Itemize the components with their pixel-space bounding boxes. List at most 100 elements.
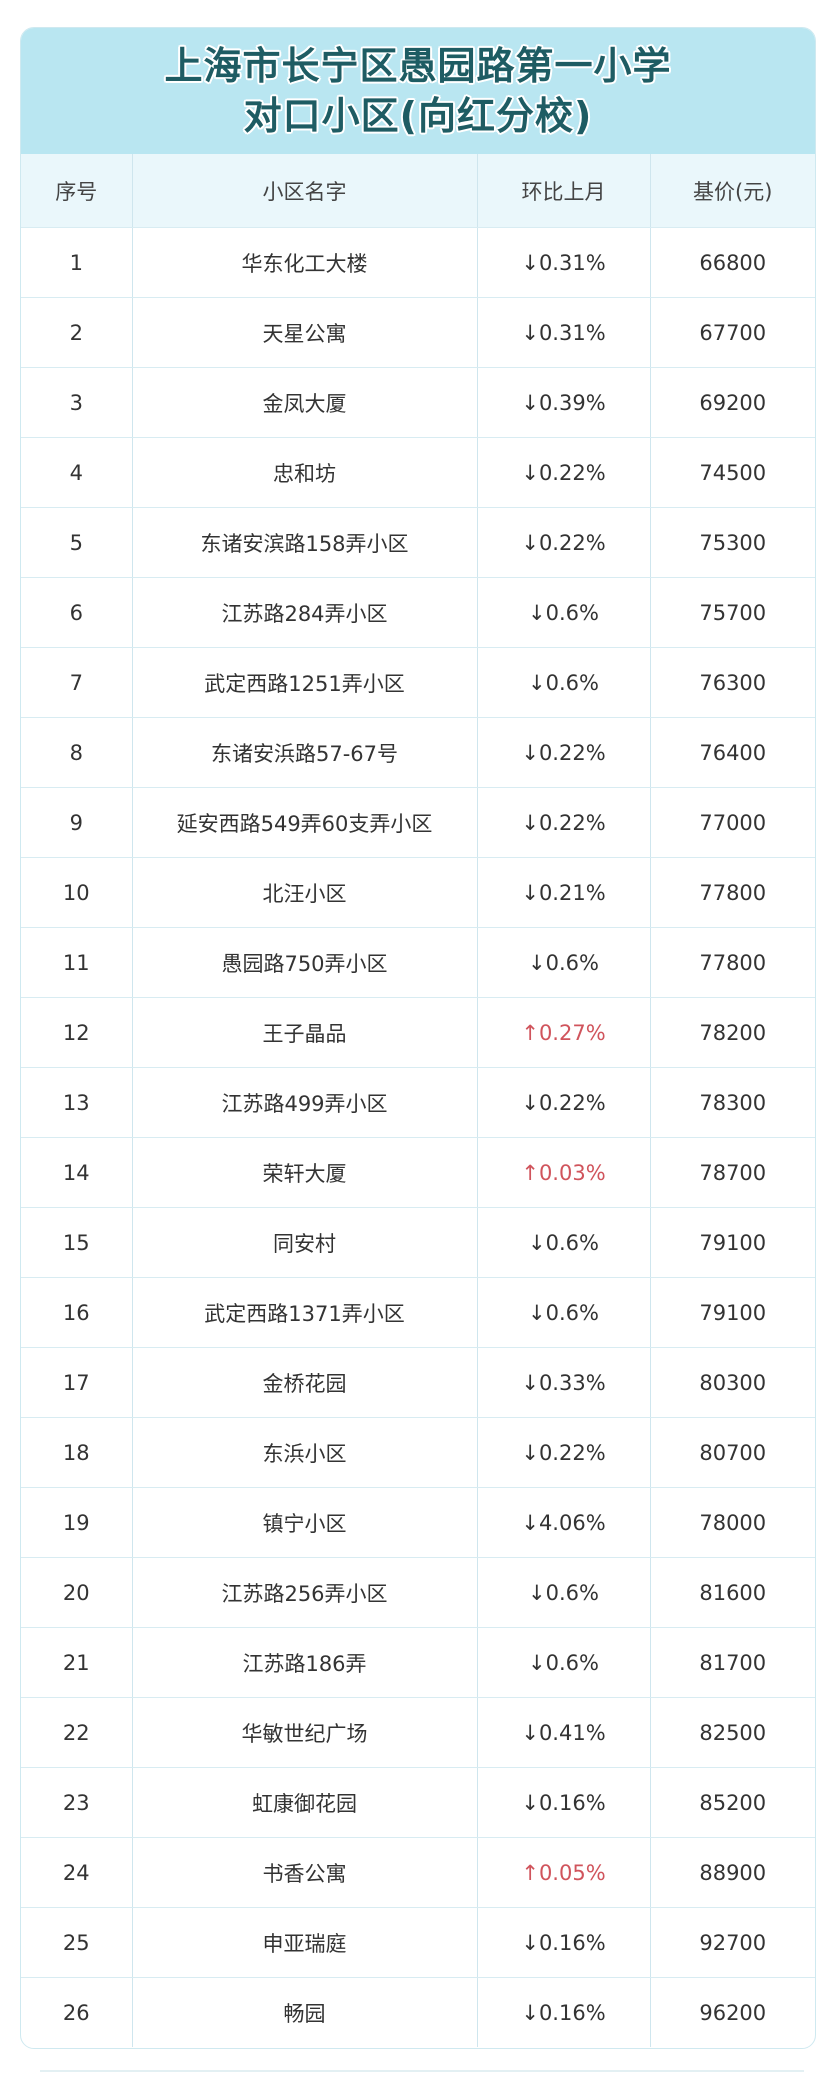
table-row: 14 荣轩大厦 ↑0.03% 78700 (21, 1137, 815, 1208)
cell-name: 王子晶品 (132, 997, 478, 1068)
table-row: 23 虹康御花园 ↓0.16% 85200 (21, 1767, 815, 1838)
cell-no: 3 (21, 367, 133, 438)
cell-no: 7 (21, 647, 133, 718)
cell-change: ↑0.05% (477, 1837, 651, 1908)
cell-name: 东诸安滨路158弄小区 (132, 507, 478, 578)
cell-price: 78000 (650, 1487, 815, 1558)
table-row: 3 金凤大厦 ↓0.39% 69200 (21, 367, 815, 438)
cell-change: ↓0.16% (477, 1977, 651, 2047)
table-row: 11 愚园路750弄小区 ↓0.6% 77800 (21, 927, 815, 998)
cell-price: 79100 (650, 1207, 815, 1278)
cell-name: 华敏世纪广场 (132, 1697, 478, 1768)
cell-change: ↓0.22% (477, 717, 651, 788)
divider (40, 2070, 804, 2072)
cell-change: ↓0.41% (477, 1697, 651, 1768)
cell-no: 12 (21, 997, 133, 1068)
table-row: 17 金桥花园 ↓0.33% 80300 (21, 1347, 815, 1418)
cell-name: 江苏路499弄小区 (132, 1067, 478, 1138)
cell-no: 9 (21, 787, 133, 858)
cell-no: 6 (21, 577, 133, 648)
cell-name: 武定西路1251弄小区 (132, 647, 478, 718)
cell-change: ↓0.22% (477, 1067, 651, 1138)
cell-no: 2 (21, 297, 133, 368)
cell-price: 78300 (650, 1067, 815, 1138)
cell-no: 14 (21, 1137, 133, 1208)
cell-change: ↓0.16% (477, 1907, 651, 1978)
cell-name: 东诸安浜路57-67号 (132, 717, 478, 788)
table-row: 4 忠和坊 ↓0.22% 74500 (21, 437, 815, 508)
table-header-row: 序号 小区名字 环比上月 基价(元) (21, 154, 815, 228)
cell-change: ↓0.22% (477, 1417, 651, 1488)
cell-price: 80700 (650, 1417, 815, 1488)
table-row: 16 武定西路1371弄小区 ↓0.6% 79100 (21, 1277, 815, 1348)
cell-change: ↓0.31% (477, 297, 651, 368)
cell-price: 80300 (650, 1347, 815, 1418)
cell-name: 天星公寓 (132, 297, 478, 368)
table-row: 1 华东化工大楼 ↓0.31% 66800 (21, 227, 815, 298)
cell-price: 75700 (650, 577, 815, 648)
cell-change: ↓0.39% (477, 367, 651, 438)
cell-price: 81600 (650, 1557, 815, 1628)
header-no: 序号 (21, 154, 133, 228)
cell-change: ↓0.6% (477, 577, 651, 648)
cell-price: 96200 (699, 2000, 767, 2025)
table-row: 25 申亚瑞庭 ↓0.16% 92700 (21, 1907, 815, 1978)
table-row: 6 江苏路284弄小区 ↓0.6% 75700 (21, 577, 815, 648)
table-row: 2 天星公寓 ↓0.31% 67700 (21, 297, 815, 368)
cell-no: 8 (21, 717, 133, 788)
cell-change: ↓0.6% (477, 1557, 651, 1628)
cell-name: 书香公寓 (132, 1837, 478, 1908)
table-row: 21 江苏路186弄 ↓0.6% 81700 (21, 1627, 815, 1698)
cell-no: 15 (21, 1207, 133, 1278)
cell-price: 77000 (650, 787, 815, 858)
cell-change: ↓0.22% (477, 787, 651, 858)
cell-no: 24 (21, 1837, 133, 1908)
cell-name: 江苏路284弄小区 (132, 577, 478, 648)
cell-price: 76400 (650, 717, 815, 788)
table-row: 10 北汪小区 ↓0.21% 77800 (21, 857, 815, 928)
table-row: 20 江苏路256弄小区 ↓0.6% 81600 (21, 1557, 815, 1628)
table-title: 上海市长宁区愚园路第一小学 对口小区(向红分校) (21, 28, 815, 154)
table-row: 7 武定西路1251弄小区 ↓0.6% 76300 (21, 647, 815, 718)
price-table: 序号 小区名字 环比上月 基价(元) 1 华东化工大楼 ↓0.31% 66800 2 天星… (21, 154, 815, 2047)
cell-no: 20 (21, 1557, 133, 1628)
cell-change: ↓0.6% (477, 647, 651, 718)
table-row: 12 王子晶品 ↑0.27% 78200 (21, 997, 815, 1068)
header-price: 基价(元) (650, 154, 815, 228)
cell-price: 66800 (650, 227, 815, 298)
cell-change: ↑0.03% (477, 1137, 651, 1208)
cell-no: 17 (21, 1347, 133, 1418)
cell-price: 67700 (650, 297, 815, 368)
cell-change: ↓0.6% (477, 1277, 651, 1348)
cell-name: 忠和坊 (132, 437, 478, 508)
cell-name: 申亚瑞庭 (132, 1907, 478, 1978)
cell-change: ↓0.22% (477, 507, 651, 578)
cell-name: 金桥花园 (132, 1347, 478, 1418)
cell-price: 78700 (650, 1137, 815, 1208)
table-row: 15 同安村 ↓0.6% 79100 (21, 1207, 815, 1278)
cell-price: 75300 (650, 507, 815, 578)
cell-change: ↓0.22% (477, 437, 651, 508)
table-row: 8 东诸安浜路57-67号 ↓0.22% 76400 (21, 717, 815, 788)
cell-no: 5 (21, 507, 133, 578)
cell-no: 22 (21, 1697, 133, 1768)
cell-price: 76300 (650, 647, 815, 718)
cell-price: 69200 (650, 367, 815, 438)
cell-no: 1 (21, 227, 133, 298)
cell-change: ↓0.6% (477, 927, 651, 998)
cell-no: 21 (21, 1627, 133, 1698)
cell-name: 华东化工大楼 (132, 227, 478, 298)
cell-name: 镇宁小区 (132, 1487, 478, 1558)
cell-name: 荣轩大厦 (132, 1137, 478, 1208)
cell-name: 江苏路186弄 (132, 1627, 478, 1698)
cell-no: 16 (21, 1277, 133, 1348)
cell-no: 11 (21, 927, 133, 998)
cell-no: 23 (21, 1767, 133, 1838)
cell-change: ↓0.6% (477, 1627, 651, 1698)
cell-price: 78200 (650, 997, 815, 1068)
cell-name: 江苏路256弄小区 (132, 1557, 478, 1628)
cell-price: 79100 (650, 1277, 815, 1348)
cell-name: 愚园路750弄小区 (132, 927, 478, 998)
cell-price: 74500 (650, 437, 815, 508)
cell-no: 4 (21, 437, 133, 508)
